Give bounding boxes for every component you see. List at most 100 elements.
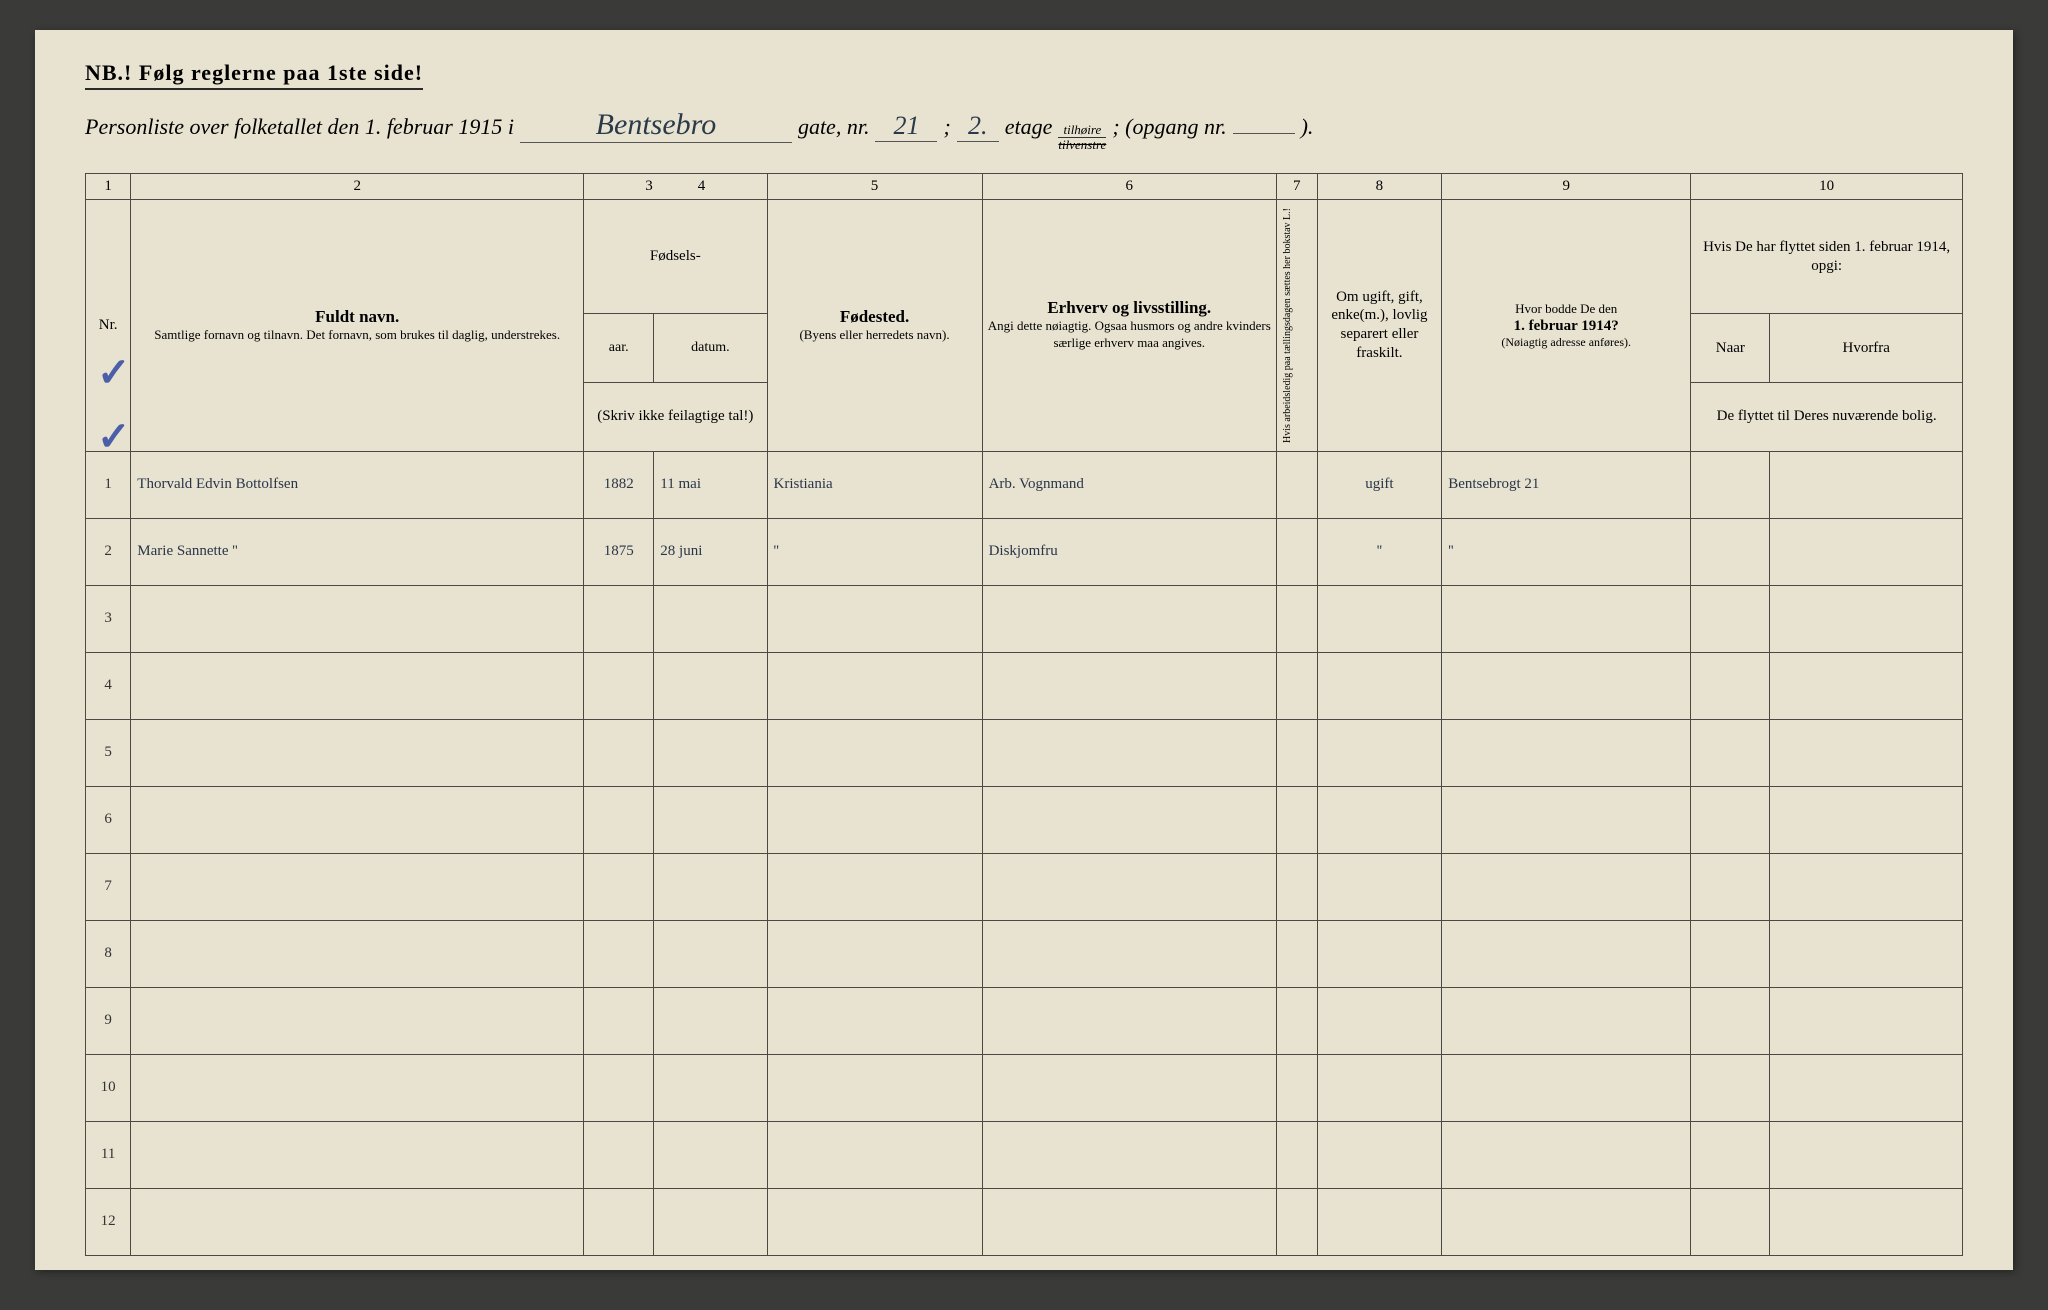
cell-hvorfra (1770, 652, 1963, 719)
hdr-hvorfra: Hvorfra (1770, 314, 1963, 383)
cell-col9 (1442, 1054, 1691, 1121)
table-body: 1Thorvald Edvin Bottolfsen188211 maiKris… (86, 451, 1963, 1255)
cell-col9: Bentsebrogt 21 (1442, 451, 1691, 518)
column-number-row: 1 2 3 4 5 6 7 8 9 10 (86, 173, 1963, 199)
cell-erhverv (982, 920, 1276, 987)
cell-col9: '' (1442, 518, 1691, 585)
hdr-fodested-sub: (Byens eller herredets navn). (772, 327, 978, 344)
cell-datum (654, 652, 767, 719)
side-bot: tilvenstre (1058, 137, 1106, 152)
cell-nr: 11 (86, 1121, 131, 1188)
cell-naar (1691, 719, 1770, 786)
table-row: 10 (86, 1054, 1963, 1121)
cell-col7 (1276, 1188, 1317, 1255)
cell-name: Thorvald Edvin Bottolfsen (131, 451, 584, 518)
cell-col8 (1317, 719, 1442, 786)
cell-nr: 5 (86, 719, 131, 786)
cell-hvorfra (1770, 719, 1963, 786)
checkmark-row-2: ✓ (97, 414, 131, 460)
cell-aar (584, 987, 654, 1054)
cell-col8: ugift (1317, 451, 1442, 518)
cell-naar (1691, 1188, 1770, 1255)
table-row: 12 (86, 1188, 1963, 1255)
cell-aar (584, 585, 654, 652)
etage-label: etage (1005, 114, 1053, 140)
cell-naar (1691, 987, 1770, 1054)
table-row: 5 (86, 719, 1963, 786)
cell-aar (584, 1121, 654, 1188)
census-table: 1 2 3 4 5 6 7 8 9 10 Nr. Fuldt navn. Sam… (85, 173, 1963, 1256)
cell-col9 (1442, 853, 1691, 920)
cell-hvorfra (1770, 786, 1963, 853)
hdr-col9-c: (Nøiagtig adresse anføres). (1446, 335, 1686, 350)
cell-fodested: Kristiania (767, 451, 982, 518)
cell-datum (654, 1188, 767, 1255)
cell-erhverv (982, 1188, 1276, 1255)
hdr-col10-bot: De flyttet til Deres nuværende bolig. (1691, 383, 1963, 452)
cell-datum: 28 juni (654, 518, 767, 585)
hdr-col9: Hvor bodde De den 1. februar 1914? (Nøia… (1442, 199, 1691, 451)
cell-fodested (767, 1188, 982, 1255)
table-row: 11 (86, 1121, 1963, 1188)
cell-erhverv (982, 853, 1276, 920)
cell-col7 (1276, 451, 1317, 518)
cell-nr: 7 (86, 853, 131, 920)
cell-col7 (1276, 786, 1317, 853)
cell-fodested (767, 920, 982, 987)
cell-col7 (1276, 652, 1317, 719)
cell-col8 (1317, 1121, 1442, 1188)
cell-hvorfra (1770, 920, 1963, 987)
cell-name (131, 920, 584, 987)
cell-naar (1691, 652, 1770, 719)
cell-naar (1691, 585, 1770, 652)
table-head: 1 2 3 4 5 6 7 8 9 10 Nr. Fuldt navn. Sam… (86, 173, 1963, 451)
nb-heading: NB.! Følg reglerne paa 1ste side! (85, 60, 423, 90)
hdr-fodested: Fødested. (Byens eller herredets navn). (767, 199, 982, 451)
colnum-6: 6 (982, 173, 1276, 199)
cell-fodested (767, 786, 982, 853)
cell-col8 (1317, 853, 1442, 920)
gate-nr-field: 21 (875, 111, 937, 142)
cell-col7 (1276, 518, 1317, 585)
table-row: 8 (86, 920, 1963, 987)
hdr-naar: Naar (1691, 314, 1770, 383)
cell-col7 (1276, 1054, 1317, 1121)
cell-name (131, 585, 584, 652)
cell-fodested (767, 585, 982, 652)
form-header-line: Personliste over folketallet den 1. febr… (85, 108, 1963, 153)
cell-naar (1691, 920, 1770, 987)
cell-fodested: '' (767, 518, 982, 585)
cell-col8: '' (1317, 518, 1442, 585)
colnum-7: 7 (1276, 173, 1317, 199)
cell-nr: 6 (86, 786, 131, 853)
hdr-col10-top: Hvis De har flyttet siden 1. februar 191… (1691, 199, 1963, 314)
cell-name (131, 1121, 584, 1188)
table-row: 6 (86, 786, 1963, 853)
opgang-field (1233, 133, 1295, 134)
hdr-name-sub: Samtlige fornavn og tilnavn. Det fornavn… (135, 327, 579, 344)
header-close: ). (1301, 114, 1314, 140)
colnum-5: 5 (767, 173, 982, 199)
table-row: 9 (86, 987, 1963, 1054)
cell-col9 (1442, 719, 1691, 786)
cell-nr: 9 (86, 987, 131, 1054)
cell-erhverv (982, 786, 1276, 853)
cell-aar (584, 920, 654, 987)
cell-name (131, 853, 584, 920)
table-row: 7 (86, 853, 1963, 920)
checkmark-row-1: ✓ (97, 350, 131, 396)
hdr-datum: datum. (654, 314, 767, 383)
hdr-name: Fuldt navn. Samtlige fornavn og tilnavn.… (131, 199, 584, 451)
cell-col7 (1276, 853, 1317, 920)
hdr-erhverv-title: Erhverv og livsstilling. (987, 298, 1272, 318)
sep1: ; (943, 114, 950, 140)
cell-aar (584, 1054, 654, 1121)
hdr-name-title: Fuldt navn. (135, 307, 579, 327)
cell-nr: 3 (86, 585, 131, 652)
cell-hvorfra (1770, 853, 1963, 920)
hdr-col7: Hvis arbeidsledig paa tællingsdagen sætt… (1276, 199, 1317, 451)
colnum-9: 9 (1442, 173, 1691, 199)
cell-col7 (1276, 1121, 1317, 1188)
table-row: 2Marie Sannette ''187528 juni''Diskjomfr… (86, 518, 1963, 585)
colnum-8: 8 (1317, 173, 1442, 199)
